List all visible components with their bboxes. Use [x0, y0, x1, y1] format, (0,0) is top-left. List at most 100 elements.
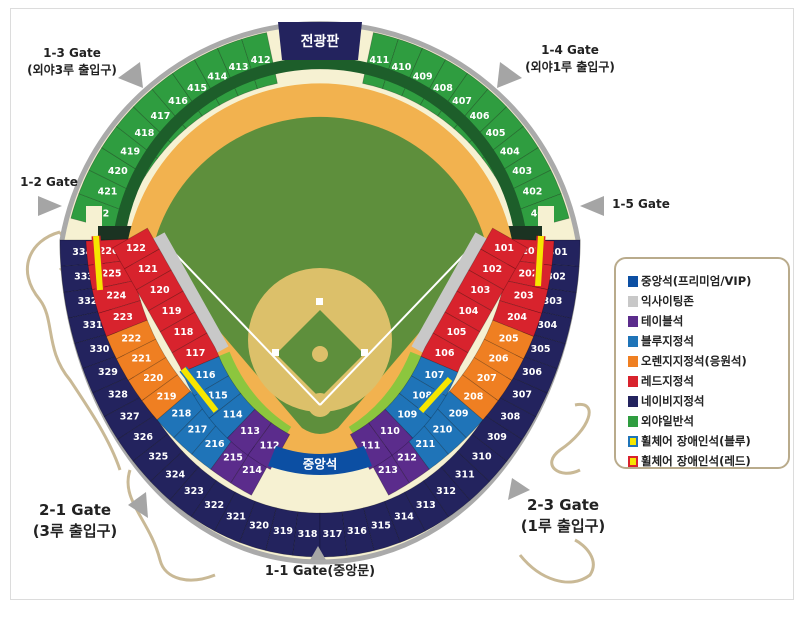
section-label: 324 — [165, 470, 185, 481]
cream-block-left — [86, 206, 102, 226]
legend-label: 익사이팅존 — [641, 294, 694, 308]
section-label: 215 — [223, 453, 243, 464]
gate-2-3-name: 2-3 Gate — [526, 496, 600, 514]
section-label: 327 — [120, 412, 140, 423]
gate-1-2-name: 1-2 Gate — [20, 175, 78, 189]
section-label: 330 — [89, 344, 109, 355]
gate-arrows — [38, 62, 604, 560]
section-label: 110 — [380, 426, 400, 437]
section-label: 214 — [242, 465, 262, 476]
section-label: 404 — [500, 146, 520, 157]
section-label: 305 — [531, 344, 551, 355]
gate-1-5-arrow-icon — [580, 196, 604, 216]
section-label: 307 — [512, 390, 532, 401]
section-label: 409 — [413, 72, 433, 83]
wheelchair-seats — [91, 235, 546, 415]
legend-swatch-icon — [628, 295, 638, 307]
section-label: 118 — [174, 327, 194, 338]
section-label: 204 — [507, 312, 527, 323]
outfield-inner-band — [112, 57, 528, 247]
section-label: 216 — [205, 439, 225, 450]
section-label: 213 — [378, 465, 398, 476]
legend-item: 휠체어 장애인석(레드) — [628, 451, 788, 471]
foul-lines — [161, 239, 479, 406]
scoreboard — [278, 22, 362, 60]
section-label: 420 — [108, 166, 128, 177]
section-label: 221 — [131, 354, 151, 365]
legend-swatch-icon — [628, 275, 638, 287]
gate-2-1-desc: (3루 출입구) — [32, 522, 118, 540]
section-label: 332 — [78, 296, 98, 307]
pole-block-left — [98, 226, 138, 242]
section-label: 226 — [99, 246, 119, 257]
section-label: 313 — [416, 500, 436, 511]
section-label: 105 — [447, 327, 467, 338]
section-label: 202 — [518, 268, 538, 279]
section-label: 219 — [157, 391, 177, 402]
section-111[interactable] — [349, 422, 393, 470]
section-label: 405 — [486, 128, 506, 139]
central-seat-label: 중앙석 — [303, 457, 338, 472]
section-label: 303 — [543, 296, 563, 307]
section-label: 325 — [148, 452, 168, 463]
section-112[interactable] — [247, 422, 291, 470]
section-label: 223 — [113, 312, 133, 323]
gate-2-1-arrow-icon — [128, 492, 148, 518]
section-label: 403 — [512, 166, 532, 177]
legend-item: 블루지정석 — [628, 331, 788, 351]
pitcher-mound — [312, 346, 328, 362]
exciting-zone — [151, 232, 489, 354]
gate-2-3: 2-3 Gate (1루 출입구) — [508, 495, 618, 537]
section-label: 306 — [522, 367, 542, 378]
gate-1-5-name: 1-5 Gate — [612, 197, 670, 211]
legend-item: 외야일반석 — [628, 411, 788, 431]
legend-swatch-icon — [628, 395, 638, 407]
legend-item: 휠체어 장애인석(블루) — [628, 431, 788, 451]
gate-1-3-name: 1-3 Gate — [43, 46, 101, 60]
section-label: 320 — [249, 520, 269, 531]
gate-1-2: 1-2 Gate — [14, 174, 84, 191]
section-label: 116 — [196, 370, 216, 381]
section-label: 112 — [260, 440, 280, 451]
section-label: 115 — [208, 391, 228, 402]
central-seat-block[interactable] — [268, 446, 372, 475]
legend-swatch-icon — [628, 335, 638, 347]
map-frame — [10, 8, 794, 600]
legend-item: 중앙석(프리미엄/VIP) — [628, 271, 788, 291]
section-label: 113 — [240, 426, 260, 437]
gate-2-3-desc: (1루 출입구) — [520, 517, 606, 535]
gate-2-1-name: 2-1 Gate — [38, 501, 112, 519]
legend-swatch-icon — [628, 415, 638, 427]
section-label: 203 — [514, 291, 534, 302]
section-label: 210 — [433, 425, 453, 436]
section-label: 310 — [472, 452, 492, 463]
legend-label: 휠체어 장애인석(블루) — [641, 434, 751, 448]
section-label: 421 — [98, 187, 118, 198]
section-label: 208 — [463, 391, 483, 402]
legend-item: 테이블석 — [628, 311, 788, 331]
legend-item: 오렌지지정석(응원석) — [628, 351, 788, 371]
legend-item: 레드지정석 — [628, 371, 788, 391]
section-label: 331 — [83, 320, 103, 331]
section-label: 416 — [168, 96, 188, 107]
section-label: 402 — [523, 187, 543, 198]
section-label: 412 — [251, 55, 271, 66]
section-label: 410 — [391, 62, 411, 73]
pole-block-right — [502, 226, 542, 242]
gate-1-1-arrow-icon — [310, 546, 326, 560]
section-label: 319 — [273, 526, 293, 537]
section-label: 205 — [499, 333, 519, 344]
legend-item: 익사이팅존 — [628, 291, 788, 311]
section-label: 406 — [470, 111, 490, 122]
lime-strip — [218, 351, 422, 438]
first-base — [361, 349, 368, 356]
section-label: 122 — [126, 243, 146, 254]
section-label: 417 — [150, 111, 170, 122]
section-label: 415 — [187, 83, 207, 94]
gate-1-4-arrow-icon — [497, 62, 522, 88]
section-label: 107 — [424, 370, 444, 381]
section-label: 328 — [108, 390, 128, 401]
gate-1-4-desc: (외야1루 출입구) — [525, 60, 615, 74]
legend-swatch-icon — [628, 375, 638, 387]
